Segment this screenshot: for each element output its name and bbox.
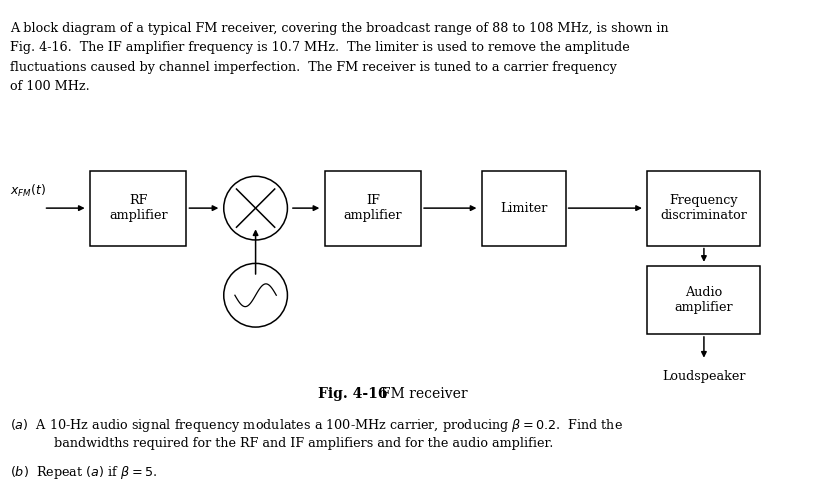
Text: $(b)$  Repeat $(a)$ if $\beta = 5$.: $(b)$ Repeat $(a)$ if $\beta = 5$. xyxy=(10,464,158,481)
Text: RF
amplifier: RF amplifier xyxy=(109,194,168,222)
Text: of 100 MHz.: of 100 MHz. xyxy=(10,80,90,93)
Text: bandwidths required for the RF and IF amplifiers and for the audio amplifier.: bandwidths required for the RF and IF am… xyxy=(54,437,554,450)
Text: Limiter: Limiter xyxy=(500,202,547,214)
Text: fluctuations caused by channel imperfection.  The FM receiver is tuned to a carr: fluctuations caused by channel imperfect… xyxy=(10,60,617,74)
Text: $(a)$  A 10-Hz audio signal frequency modulates a 100-MHz carrier, producing $\b: $(a)$ A 10-Hz audio signal frequency mod… xyxy=(10,417,623,434)
Text: Loudspeaker: Loudspeaker xyxy=(662,370,746,383)
Bar xyxy=(325,171,422,246)
Text: Audio
amplifier: Audio amplifier xyxy=(675,286,733,314)
Text: Frequency
discriminator: Frequency discriminator xyxy=(660,194,747,222)
Text: IF
amplifier: IF amplifier xyxy=(344,194,402,222)
Bar xyxy=(647,171,760,246)
Text: FM receiver: FM receiver xyxy=(381,388,468,401)
Bar xyxy=(91,171,187,246)
Text: $x_{\mathit{FM}}(t)$: $x_{\mathit{FM}}(t)$ xyxy=(10,183,46,199)
Text: Fig. 4-16: Fig. 4-16 xyxy=(318,388,388,401)
Text: Fig. 4-16.  The IF amplifier frequency is 10.7 MHz.  The limiter is used to remo: Fig. 4-16. The IF amplifier frequency is… xyxy=(10,41,630,54)
Text: A block diagram of a typical FM receiver, covering the broadcast range of 88 to : A block diagram of a typical FM receiver… xyxy=(10,22,669,35)
Bar xyxy=(647,266,760,334)
Bar xyxy=(482,171,566,246)
